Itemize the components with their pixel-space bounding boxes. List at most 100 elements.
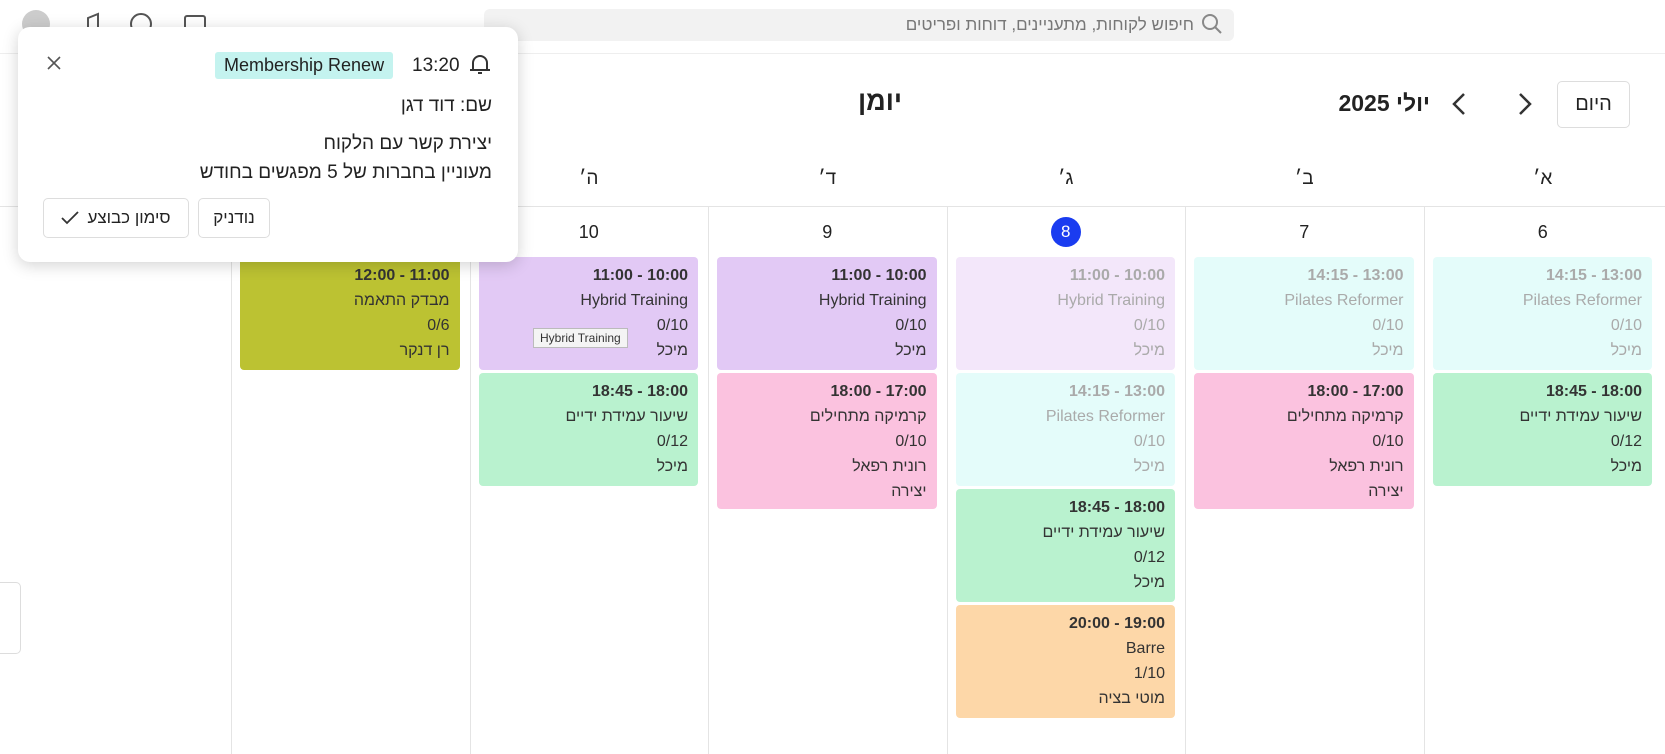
event-instructor: מיכל (656, 458, 688, 475)
event-name: Pilates Reformer (1522, 292, 1642, 309)
event-time: 18:00 - 18:45 (1545, 383, 1642, 400)
event-card[interactable]: 19:00 - 20:00 Barre 1/10 מוטי בציה (955, 605, 1175, 718)
column-divider (947, 207, 948, 754)
event-card[interactable]: 13:00 - 14:15 Pilates Reformer 0/10 מיכל (1194, 257, 1414, 370)
day-letter: ד׳ (818, 168, 837, 189)
event-instructor: רונית רפאל (852, 458, 927, 475)
header-divider (0, 206, 1665, 207)
day-letter: ה׳ (579, 168, 599, 189)
event-card[interactable]: 11:00 - 12:00 מבדק התאמה 0/6 רן דנקר (240, 257, 460, 370)
top-bar (0, 0, 1665, 54)
event-instructor: מיכל (895, 342, 927, 359)
day-date: 9 (822, 222, 833, 242)
day-letter: א׳ (1533, 168, 1553, 189)
event-time: 18:00 - 18:45 (591, 383, 688, 400)
reminder-line: יצירת קשר עם הלקוח (323, 133, 492, 154)
done-button[interactable]: סימון כבוצע (43, 198, 189, 238)
event-name: קרמיקה מתחילים (1286, 408, 1404, 425)
event-time: 13:00 - 14:15 (1307, 267, 1404, 284)
event-time: 17:00 - 18:00 (1307, 383, 1404, 400)
event-card[interactable]: 17:00 - 18:00 קרמיקה מתחילים 0/10 רונית רפא… (1194, 373, 1414, 509)
day-date: 10 (578, 222, 599, 242)
event-capacity: 1/10 (1133, 665, 1165, 682)
day-date: 6 (1537, 222, 1548, 242)
event-instructor: מיכל (1610, 342, 1642, 359)
column-divider (1424, 207, 1425, 754)
event-capacity: 0/10 (1610, 317, 1642, 334)
event-name: מבדק התאמה (353, 292, 450, 309)
event-name: Pilates Reformer (1045, 408, 1165, 425)
reminder-time: 13:20 (412, 55, 460, 76)
event-name: Pilates Reformer (1284, 292, 1404, 309)
event-extra: יצירה (891, 483, 927, 500)
prev-arrow[interactable] (1452, 93, 1465, 115)
event-time: 17:00 - 18:00 (830, 383, 927, 400)
column-divider (470, 207, 471, 754)
event-name: שיעור עמידת ידיים (1519, 408, 1642, 425)
event-capacity: 0/10 (1372, 317, 1404, 334)
nav-arrows (1452, 93, 1532, 115)
event-instructor: מיכל (1610, 458, 1642, 475)
event-capacity: 0/10 (1133, 433, 1165, 450)
event-name: Hybrid Training (818, 292, 927, 309)
check-icon (61, 211, 80, 225)
next-arrow[interactable] (1519, 93, 1532, 115)
column-divider (1185, 207, 1186, 754)
event-capacity: 0/6 (427, 317, 450, 334)
column-divider (231, 207, 232, 754)
event-extra: יצירה (1368, 483, 1404, 500)
event-card[interactable]: 17:00 - 18:00 קרמיקה מתחילים 0/10 רונית רפא… (717, 373, 937, 509)
event-capacity: 0/12 (656, 433, 688, 450)
event-card[interactable]: 18:00 - 18:45 שיעור עמידת ידיים 0/12 מיכל (955, 489, 1175, 602)
side-tab[interactable] (0, 582, 21, 654)
event-name: קרמיקה מתחילים (809, 408, 927, 425)
event-instructor: מיכל (656, 342, 688, 359)
reminder-popup: 13:20 Membership Renew שם: דוד דגן יצירת… (18, 27, 518, 262)
reminder-name: שם: דוד דגן (400, 95, 492, 116)
event-time: 10:00 - 11:00 (592, 267, 688, 284)
event-instructor: מיכל (1372, 342, 1404, 359)
event-instructor: מיכל (1133, 574, 1165, 591)
event-card[interactable]: 13:00 - 14:15 Pilates Reformer 0/10 מיכל (955, 373, 1175, 486)
event-card[interactable]: 13:00 - 14:15 Pilates Reformer 0/10 מיכל (1432, 257, 1652, 370)
event-capacity: 0/10 (895, 433, 927, 450)
snooze-button[interactable]: נודניק (198, 198, 270, 238)
event-name: Hybrid Training (1057, 292, 1165, 309)
day-letter: ג׳ (1058, 168, 1074, 189)
event-instructor: מיכל (1133, 458, 1165, 475)
event-capacity: 0/10 (895, 317, 927, 334)
today-button[interactable]: היום (1557, 81, 1630, 128)
day-date: 8 (1050, 217, 1081, 247)
event-capacity: 0/10 (656, 317, 688, 334)
event-card[interactable]: 18:00 - 18:45 שיעור עמידת ידיים 0/12 מיכל (478, 373, 698, 486)
event-instructor: רונית רפאל (1329, 458, 1404, 475)
event-instructor: מוטי בציה (1098, 690, 1165, 707)
reminder-tag: Membership Renew (215, 52, 394, 79)
reminder-line: מעוניין בחברות של 5 מפגשים בחודש (199, 162, 492, 183)
event-time: 18:00 - 18:45 (1068, 499, 1165, 516)
search-box[interactable]: חיפוש לקוחות, מתעניינים, דוחות ופריטים (484, 9, 1234, 41)
today-label: היום (1575, 93, 1612, 115)
event-capacity: 0/10 (1372, 433, 1404, 450)
event-card[interactable]: 18:00 - 18:45 שיעור עמידת ידיים 0/12 מיכל (1432, 373, 1652, 486)
close-icon[interactable] (46, 55, 62, 71)
day-date: 7 (1299, 222, 1310, 242)
event-time: 13:00 - 14:15 (1068, 383, 1165, 400)
event-capacity: 0/10 (1133, 317, 1165, 334)
tooltip: Hybrid Training (533, 328, 628, 348)
bell-icon (470, 55, 490, 74)
event-time: 10:00 - 11:00 (1069, 267, 1165, 284)
event-capacity: 0/12 (1610, 433, 1642, 450)
snooze-label: נודניק (213, 208, 255, 227)
event-time: 13:00 - 14:15 (1545, 267, 1642, 284)
event-capacity: 0/12 (1133, 549, 1165, 566)
month-label: יולי 2025 (1338, 90, 1430, 116)
event-card[interactable]: 10:00 - 11:00 Hybrid Training 0/10 מיכל (955, 257, 1175, 370)
day-letter: ב׳ (1294, 168, 1314, 189)
event-time: 19:00 - 20:00 (1068, 615, 1165, 632)
event-card[interactable]: 10:00 - 11:00 Hybrid Training 0/10 מיכל (717, 257, 937, 370)
search-placeholder: חיפוש לקוחות, מתעניינים, דוחות ופריטים (905, 15, 1194, 34)
event-card[interactable]: 10:00 - 11:00 Hybrid Training 0/10 מיכל (478, 257, 698, 370)
done-label: סימון כבוצע (87, 208, 171, 227)
